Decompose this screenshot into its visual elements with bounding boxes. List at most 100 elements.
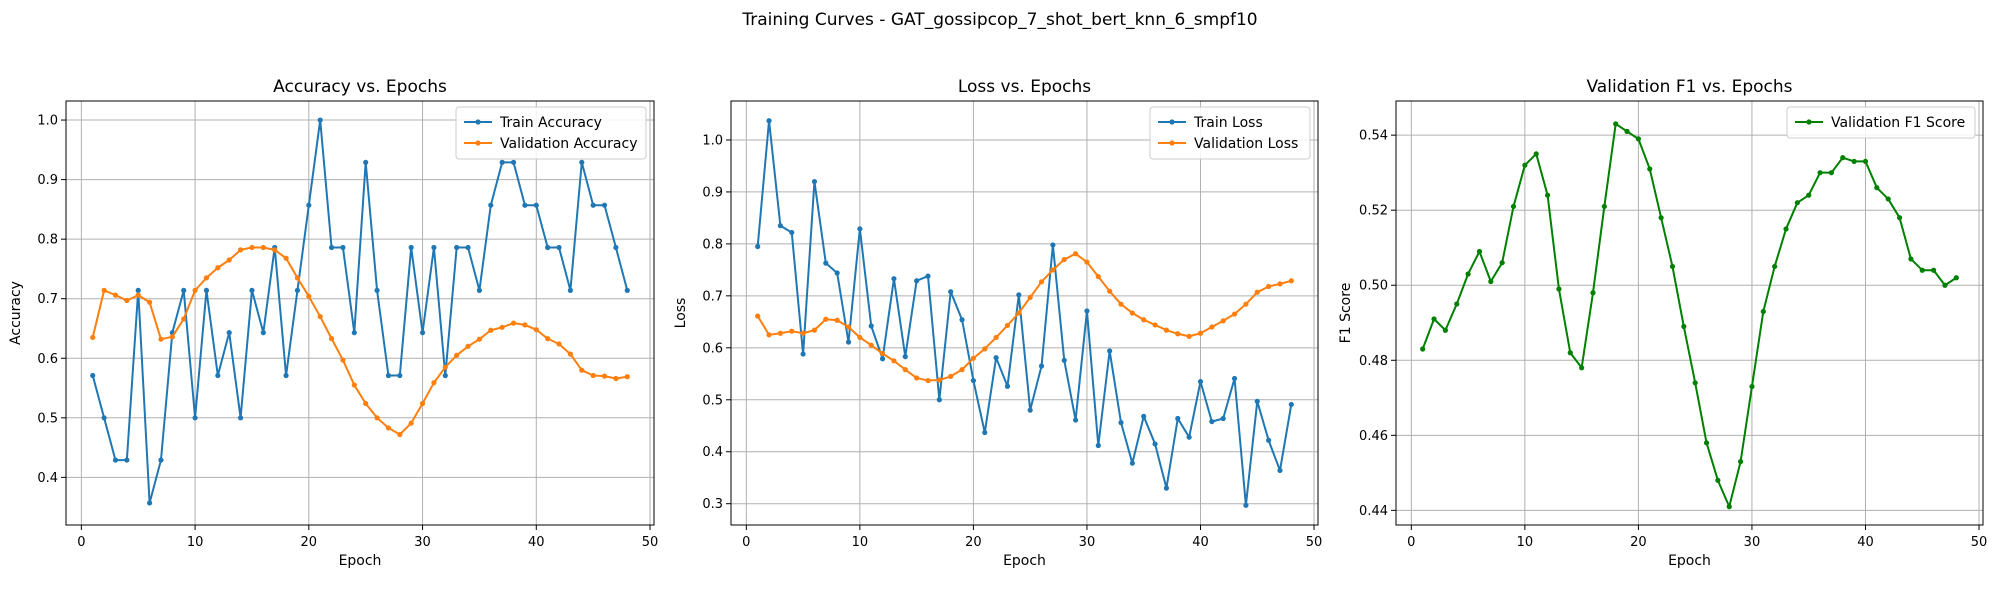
data-point xyxy=(1243,502,1249,508)
data-point xyxy=(272,247,278,253)
data-point xyxy=(1129,460,1135,466)
data-point xyxy=(1919,267,1925,273)
data-point xyxy=(1715,477,1721,483)
data-point xyxy=(522,322,528,328)
data-point xyxy=(601,373,608,379)
x-tick-label: 40 xyxy=(1192,535,1209,550)
data-point xyxy=(789,328,795,334)
data-point xyxy=(613,375,619,382)
data-point xyxy=(1953,275,1959,281)
data-point xyxy=(363,159,369,165)
data-point xyxy=(1004,322,1011,329)
data-point xyxy=(306,293,312,299)
x-axis-label: Epoch xyxy=(339,553,382,569)
data-point xyxy=(1084,308,1090,314)
data-point xyxy=(1027,294,1033,301)
y-tick-label: 1.0 xyxy=(702,133,723,148)
data-point xyxy=(1163,485,1170,491)
data-point xyxy=(533,202,539,208)
y-tick-label: 0.6 xyxy=(702,341,723,356)
data-point xyxy=(1499,260,1505,266)
panel-title: Validation F1 vs. Epochs xyxy=(1587,77,1793,97)
data-point xyxy=(590,202,596,208)
data-point xyxy=(1141,413,1147,420)
data-point xyxy=(834,317,840,323)
data-point xyxy=(879,356,886,362)
data-point xyxy=(1579,365,1585,371)
data-point xyxy=(1942,282,1948,288)
data-point xyxy=(613,244,619,251)
x-tick-label: 50 xyxy=(1306,535,1323,550)
data-point xyxy=(158,336,164,342)
data-point xyxy=(124,297,130,304)
data-point xyxy=(567,287,574,293)
data-point xyxy=(1118,301,1124,307)
data-point xyxy=(101,287,107,293)
data-point xyxy=(1175,415,1181,422)
data-point xyxy=(124,457,130,463)
data-point xyxy=(1254,398,1260,404)
data-point xyxy=(1050,267,1056,273)
data-point xyxy=(351,382,357,388)
data-point xyxy=(1220,318,1226,324)
x-tick-label: 0 xyxy=(742,535,750,550)
data-point xyxy=(800,351,806,357)
data-point xyxy=(1772,263,1778,270)
data-point xyxy=(1197,330,1204,336)
data-point xyxy=(419,330,426,336)
data-point xyxy=(317,117,323,123)
data-point xyxy=(545,244,551,251)
data-point xyxy=(1004,383,1011,389)
data-point xyxy=(891,358,897,364)
data-point xyxy=(800,330,806,336)
data-point xyxy=(476,336,483,342)
y-tick-label: 0.4 xyxy=(37,471,58,486)
data-point xyxy=(755,243,761,250)
x-tick-label: 30 xyxy=(1079,535,1096,550)
data-point xyxy=(328,244,335,251)
data-point xyxy=(465,343,471,349)
data-point xyxy=(857,334,863,341)
data-point xyxy=(777,330,783,336)
data-point xyxy=(624,287,630,293)
data-point xyxy=(1107,288,1113,294)
x-tick-label: 10 xyxy=(187,535,204,550)
data-point xyxy=(868,342,874,348)
data-point xyxy=(556,244,562,251)
data-point xyxy=(317,313,323,320)
data-point xyxy=(510,159,517,165)
data-point xyxy=(283,255,289,261)
data-point xyxy=(959,317,965,323)
data-point xyxy=(1038,279,1045,285)
data-point xyxy=(811,327,818,333)
data-point xyxy=(1737,458,1744,465)
data-point xyxy=(192,415,198,421)
data-point xyxy=(1277,281,1283,287)
data-point xyxy=(499,159,505,165)
data-point xyxy=(1095,274,1101,280)
data-point xyxy=(590,372,596,379)
data-point xyxy=(1254,289,1260,295)
x-tick-label: 20 xyxy=(1630,535,1647,550)
legend-label: Train Loss xyxy=(1193,115,1263,131)
data-point xyxy=(936,397,942,403)
series-line-1 xyxy=(756,119,1293,507)
y-tick-label: 1.0 xyxy=(37,114,58,129)
data-point xyxy=(857,226,863,232)
data-point xyxy=(1431,316,1437,322)
data-point xyxy=(845,339,852,345)
y-tick-label: 0.5 xyxy=(702,393,723,408)
data-point xyxy=(1896,215,1903,221)
data-point xyxy=(328,336,335,342)
data-point xyxy=(891,276,897,282)
panel-title: Loss vs. Epochs xyxy=(958,77,1091,97)
data-point xyxy=(1209,324,1215,330)
data-point xyxy=(1163,327,1170,333)
data-point xyxy=(1828,170,1835,176)
data-point xyxy=(1061,256,1067,263)
data-point xyxy=(556,341,562,347)
data-point xyxy=(374,287,380,293)
data-point xyxy=(1050,242,1056,248)
legend-label: Validation F1 Score xyxy=(1831,115,1965,131)
data-point xyxy=(1277,467,1283,474)
